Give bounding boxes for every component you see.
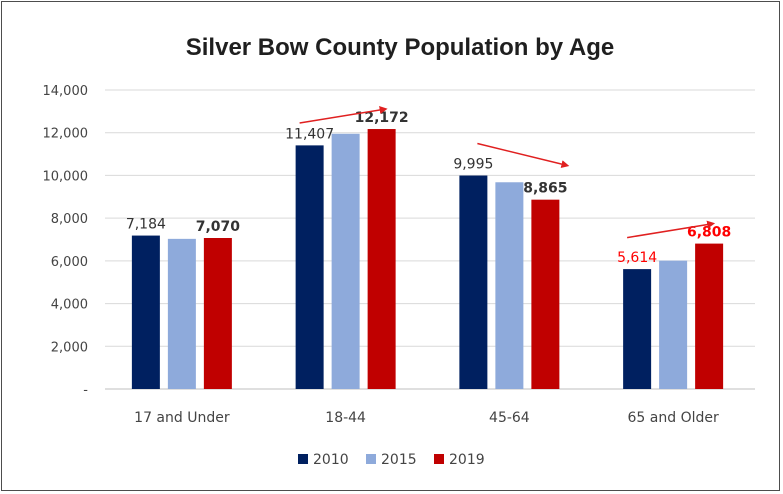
x-category-label: 65 and Older [628,410,719,426]
bar-2019 [367,129,396,389]
data-label: 8,865 [523,181,567,197]
bar-2019 [531,199,560,389]
y-tick-label: 8,000 [51,212,88,227]
y-tick-label: 2,000 [51,340,88,355]
bar-2015 [495,182,524,389]
chart-title: Silver Bow County Population by Age [186,34,614,61]
data-label: 9,995 [453,157,493,173]
legend-label: 2010 [313,452,349,468]
bars [131,129,724,389]
x-category-label: 17 and Under [134,410,230,426]
data-label: 12,172 [355,110,409,126]
legend-label: 2015 [381,452,417,468]
data-labels: 7,184 7,070 11,407 12,172 9,995 8,865 5,614 6,8… [126,110,731,266]
data-label: 11,407 [285,126,334,142]
trend-arrow-up [299,106,388,124]
y-tick-label: - [83,383,88,398]
bar-2019 [695,243,724,389]
trend-arrow-down [477,142,570,168]
x-category-label: 18-44 [325,410,366,426]
y-axis-ticks: - 2,000 4,000 6,000 8,000 10,000 12,000 14,000 [43,84,89,398]
gridlines [105,89,755,390]
legend-swatch [298,454,308,464]
bar-2015 [331,133,360,389]
data-label: 6,808 [687,225,731,241]
bar-2019 [203,238,232,389]
bar-2010 [623,269,652,389]
legend: 2010 2015 2019 [298,452,485,468]
legend-swatch [434,454,444,464]
data-label: 7,070 [196,219,241,235]
legend-swatch [366,454,376,464]
data-label: 5,614 [617,250,657,266]
y-tick-label: 10,000 [43,169,89,184]
y-tick-label: 14,000 [43,84,89,99]
trend-arrow-up [627,220,716,239]
y-tick-label: 6,000 [51,255,88,270]
x-axis-categories: 17 and Under 18-44 45-64 65 and Older [134,410,719,426]
bar-2010 [131,235,160,389]
trend-arrows [299,106,716,239]
x-category-label: 45-64 [489,410,530,426]
bar-2010 [295,145,324,389]
bar-2010 [459,175,488,389]
y-tick-label: 12,000 [43,127,89,142]
bar-2015 [659,260,688,389]
y-tick-label: 4,000 [51,298,88,313]
bar-2015 [167,238,196,389]
data-label: 7,184 [126,217,166,233]
legend-label: 2019 [449,452,485,468]
